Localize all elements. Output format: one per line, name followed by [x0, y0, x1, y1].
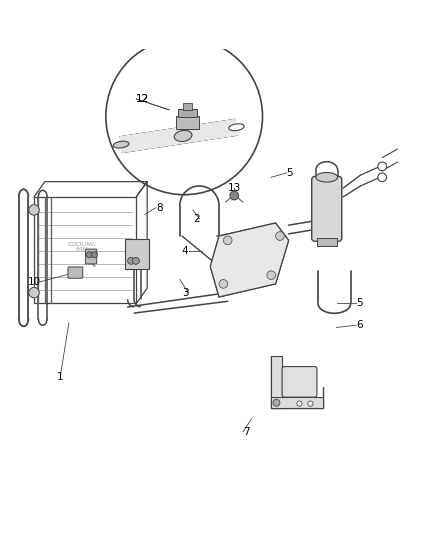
Bar — [178, 109, 197, 117]
Ellipse shape — [174, 131, 192, 141]
Bar — [271, 356, 282, 408]
FancyBboxPatch shape — [68, 267, 83, 278]
Circle shape — [297, 401, 302, 406]
Circle shape — [29, 205, 39, 215]
Circle shape — [378, 173, 387, 182]
Text: 10: 10 — [28, 277, 41, 287]
Circle shape — [86, 252, 92, 258]
Text: 1: 1 — [57, 373, 64, 383]
Bar — [176, 116, 199, 130]
Circle shape — [92, 252, 98, 258]
FancyBboxPatch shape — [282, 367, 317, 397]
Ellipse shape — [113, 141, 129, 148]
Circle shape — [276, 232, 284, 240]
Text: 3: 3 — [182, 288, 188, 297]
Ellipse shape — [316, 173, 338, 182]
Ellipse shape — [229, 124, 244, 131]
Text: COOLING
FAN: COOLING FAN — [67, 241, 96, 252]
Text: 5: 5 — [286, 168, 293, 178]
Circle shape — [132, 257, 139, 264]
Circle shape — [29, 287, 39, 298]
Circle shape — [230, 191, 239, 200]
Bar — [183, 103, 192, 110]
Text: 8: 8 — [156, 203, 162, 213]
FancyBboxPatch shape — [85, 249, 97, 264]
Text: 7: 7 — [243, 427, 250, 437]
Polygon shape — [120, 119, 237, 152]
Text: 4: 4 — [182, 246, 188, 256]
Circle shape — [127, 257, 134, 264]
Text: 11: 11 — [125, 253, 139, 263]
Circle shape — [219, 279, 228, 288]
Bar — [317, 238, 336, 246]
FancyBboxPatch shape — [312, 176, 342, 241]
Text: 12: 12 — [136, 94, 149, 104]
Text: 6: 6 — [356, 320, 363, 330]
Text: 13: 13 — [228, 183, 241, 193]
Text: 5: 5 — [356, 298, 363, 309]
Bar — [125, 239, 149, 269]
Circle shape — [273, 399, 280, 406]
Text: 9: 9 — [86, 253, 93, 263]
Text: 2: 2 — [193, 214, 199, 224]
Circle shape — [308, 401, 313, 406]
Circle shape — [267, 271, 276, 279]
Circle shape — [378, 162, 387, 171]
Circle shape — [223, 236, 232, 245]
Bar — [271, 397, 323, 408]
Polygon shape — [210, 223, 289, 297]
Text: 12: 12 — [136, 94, 149, 104]
